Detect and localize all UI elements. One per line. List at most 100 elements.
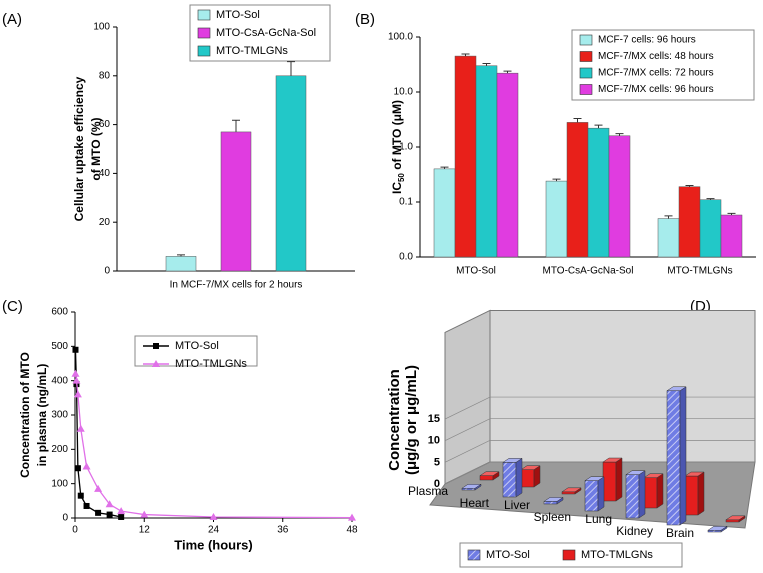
legend-swatch xyxy=(197,45,211,57)
y-axis-label: Concentration xyxy=(386,369,403,471)
error-bar xyxy=(594,124,603,129)
error-bar xyxy=(706,198,715,200)
data-point xyxy=(82,462,91,470)
legend-label: MTO-CsA-GcNa-Sol xyxy=(216,27,316,39)
data-point xyxy=(83,502,90,509)
data-point xyxy=(105,500,114,508)
error-bar xyxy=(573,117,582,123)
bar-top xyxy=(725,515,746,521)
legend-swatch xyxy=(579,84,593,95)
series-line xyxy=(74,349,122,518)
bar-front xyxy=(625,474,640,519)
error-bar xyxy=(685,184,694,187)
bar xyxy=(475,65,498,258)
bar xyxy=(543,496,564,505)
y-tick-label: 5 xyxy=(434,456,440,468)
legend-marker xyxy=(153,343,159,349)
data-point xyxy=(209,512,218,520)
y-tick-label: 20 xyxy=(99,217,111,228)
y-tick-label: 300 xyxy=(51,410,68,421)
grid-line xyxy=(444,418,755,442)
bar xyxy=(220,131,252,272)
error-bar xyxy=(461,53,470,57)
bar xyxy=(657,218,680,258)
legend-label: MTO-TMLGNs xyxy=(175,358,247,370)
bar-top xyxy=(479,471,500,476)
bar-top xyxy=(666,386,687,392)
bar-front xyxy=(725,519,740,523)
bar-top xyxy=(707,526,728,531)
bar-front xyxy=(707,530,722,533)
bar-front xyxy=(502,462,517,498)
bar xyxy=(584,476,605,512)
x-tick-label: 48 xyxy=(346,525,358,536)
y-tick-label: 100 xyxy=(93,22,110,33)
data-point xyxy=(72,376,81,384)
y-tick-label: 15 xyxy=(428,413,440,425)
data-point xyxy=(118,513,125,520)
data-point xyxy=(74,465,81,472)
y-tick-label: 200 xyxy=(51,444,68,455)
data-point xyxy=(72,346,79,353)
y-axis-label: Cellular uptake efficiency xyxy=(72,76,86,221)
legend-label: MCF-7/MX cells: 72 hours xyxy=(598,68,714,79)
y-axis-label: Concentration of MTO xyxy=(18,352,32,478)
x-tick-label: 24 xyxy=(208,525,220,536)
y-tick-label: 0 xyxy=(62,513,68,524)
bar-side xyxy=(638,470,646,519)
x-tick-label: MTO-TMLGNs xyxy=(667,266,732,277)
bar xyxy=(684,471,705,516)
legend-swatch xyxy=(197,9,211,21)
legend-marker xyxy=(152,360,160,367)
bar-front xyxy=(643,477,658,509)
x-tick-label: Brain xyxy=(666,526,694,540)
legend-label: MTO-Sol xyxy=(216,9,260,21)
x-tick-label: Kidney xyxy=(616,524,653,538)
panel-label: (A) xyxy=(2,11,22,28)
bar-front xyxy=(584,480,599,512)
y-tick-label: 10 xyxy=(428,435,440,447)
bar xyxy=(720,214,743,258)
legend-label: MCF-7 cells: 96 hours xyxy=(598,35,696,46)
error-bar xyxy=(615,133,624,136)
legend-swatch xyxy=(467,549,481,561)
panel-label: (B) xyxy=(355,11,375,28)
bar-top xyxy=(502,458,523,463)
back-wall xyxy=(489,309,756,463)
legend-label: MCF-7/MX cells: 48 hours xyxy=(598,51,714,62)
y-tick-label: 10.0 xyxy=(394,87,414,98)
y-tick-label: 0.0 xyxy=(399,252,413,263)
error-bar xyxy=(287,61,295,76)
error-bar xyxy=(482,62,491,66)
bar xyxy=(625,470,646,519)
bar xyxy=(545,180,568,258)
data-point xyxy=(117,507,126,515)
bar-front xyxy=(543,501,558,505)
bar xyxy=(502,457,523,498)
bar-side xyxy=(697,471,705,516)
y-tick-label: 100 xyxy=(51,478,68,489)
grid-line xyxy=(444,440,755,463)
error-bar xyxy=(664,215,673,219)
bar-front xyxy=(666,390,681,526)
y-tick-label: 0.1 xyxy=(399,197,413,208)
y-tick-label: 0 xyxy=(434,478,440,490)
x-tick-label: Liver xyxy=(504,498,530,512)
y-axis-label: (μg/g or μg/mL) xyxy=(403,365,420,475)
data-point xyxy=(106,511,113,518)
x-tick-label: Heart xyxy=(460,496,490,510)
x-tick-label: 12 xyxy=(139,525,151,536)
legend-swatch xyxy=(197,27,211,39)
y-axis-label: of MTO (%) xyxy=(89,117,103,180)
bar xyxy=(608,135,631,258)
bar-top xyxy=(625,470,646,475)
bar-side xyxy=(597,476,605,512)
legend-label: MTO-Sol xyxy=(486,549,530,561)
bar-top xyxy=(684,471,705,477)
data-point xyxy=(73,390,82,398)
x-axis-label: Time (hours) xyxy=(174,537,253,552)
legend-swatch xyxy=(579,34,593,46)
bar-front xyxy=(602,461,617,502)
legend-box xyxy=(189,4,331,62)
